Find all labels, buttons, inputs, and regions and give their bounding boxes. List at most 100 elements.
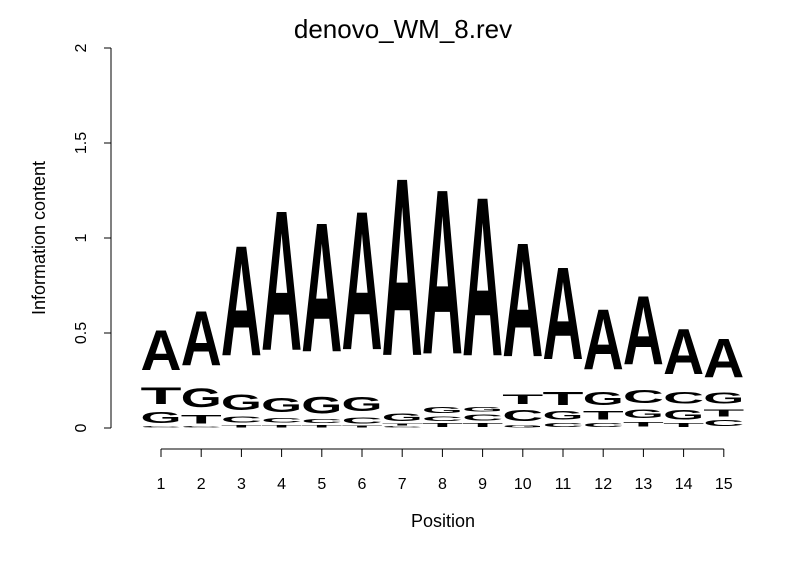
logo-letter-G: G [261, 394, 302, 416]
y-axis-label: Information content [29, 161, 49, 315]
logo-letter-A: A [181, 295, 222, 382]
x-tick-label: 1 [157, 476, 166, 493]
logo-letter-T: T [301, 424, 342, 428]
logo-letter-A: A [221, 214, 262, 390]
logo-letter-G: G [583, 388, 624, 409]
logo-letter-G: G [141, 410, 182, 427]
logo-letter-C: C [623, 386, 664, 407]
logo-letter-G: G [703, 390, 744, 407]
logo-letter-T: T [181, 413, 222, 426]
y-axis: 0 0.5 1 1.5 2 [73, 43, 112, 432]
x-tick-label: 3 [237, 476, 246, 493]
logo-letter-C: C [221, 415, 262, 425]
logo-letter-C: C [141, 426, 182, 428]
logo-letter-C: C [301, 419, 342, 425]
x-tick-label: 6 [358, 476, 367, 493]
x-axis: 1 2 3 4 5 6 7 8 9 10 11 12 13 14 15 [157, 448, 733, 493]
x-axis-label: Position [411, 511, 475, 531]
x-tick-label: 9 [478, 476, 487, 493]
x-tick-label: 10 [514, 476, 532, 493]
y-tick-label: 2 [73, 43, 90, 52]
logo-letter-C: C [543, 422, 584, 428]
logo-letter-T: T [141, 382, 182, 409]
logo-letter-A: A [502, 209, 543, 391]
chart-title: denovo_WM_8.rev [294, 14, 512, 44]
logo-letter-G: G [382, 411, 423, 423]
y-tick-label: 0.5 [73, 322, 90, 344]
logo-letter-G: G [221, 390, 262, 415]
logo-letter-A: A [583, 291, 624, 388]
logo-letter-C: C [502, 407, 543, 424]
logo-letter-T: T [663, 422, 704, 428]
logo-letter-C: C [703, 418, 744, 428]
logo-letter-T: T [382, 423, 423, 426]
logo-letter-A: A [663, 316, 704, 388]
logo-letter-C: C [422, 415, 463, 423]
logo-letter-G: G [623, 407, 664, 420]
logo-letter-G: G [181, 382, 222, 412]
x-tick-label: 5 [317, 476, 326, 493]
logo-letter-T: T [342, 425, 383, 428]
x-tick-label: 2 [197, 476, 206, 493]
logo-letter-A: A [382, 126, 423, 410]
logo-letter-G: G [301, 392, 342, 419]
logo-letter-G: G [462, 405, 503, 413]
y-tick-label: 1.5 [73, 132, 90, 154]
logo-letter-C: C [181, 426, 222, 428]
logo-letter-C: C [382, 426, 423, 428]
logo-letter-T: T [261, 424, 302, 428]
logo-letter-T: T [623, 421, 664, 429]
logo-letter-G: G [342, 393, 383, 415]
x-tick-label: 13 [635, 476, 653, 493]
logo-letter-T: T [502, 392, 544, 407]
logo-letter-A: A [261, 170, 302, 393]
logo-letter-A: A [462, 151, 503, 405]
x-tick-label: 4 [277, 476, 286, 493]
logo-letter-T: T [221, 424, 262, 428]
logo-letter-A: A [623, 276, 664, 386]
logo-letter-G: G [502, 424, 543, 428]
logo-letter-C: C [462, 413, 503, 423]
x-tick-label: 8 [438, 476, 447, 493]
x-tick-label: 7 [398, 476, 407, 493]
logo-letter-C: C [583, 422, 624, 428]
x-tick-label: 12 [594, 476, 612, 493]
x-tick-label: 14 [675, 476, 693, 493]
logo-letter-C: C [342, 416, 383, 426]
y-tick-label: 0 [73, 423, 90, 432]
logo-letter-G: G [663, 407, 704, 422]
logo-letter-T: T [543, 388, 584, 409]
logo-letter-T: T [422, 422, 463, 428]
logo-letter-A: A [422, 142, 463, 405]
logo-letter-T: T [583, 409, 624, 422]
logo-letter-C: C [261, 416, 302, 424]
logo-letter-A: A [301, 184, 342, 391]
y-tick-label: 1 [73, 233, 90, 242]
x-tick-label: 15 [715, 476, 733, 493]
logo-letter-A: A [703, 327, 744, 390]
logo-letter-A: A [342, 170, 383, 392]
logo-letter-G: G [543, 409, 584, 422]
logo-letter-A: A [141, 319, 182, 384]
logo-letter-A: A [543, 239, 584, 387]
logo-letter-T: T [462, 422, 503, 428]
logo-stacks: CGTACTGATCGATCGATCGATCGACTGATCGATCGAGCTA… [141, 126, 745, 428]
logo-letter-T: T [703, 407, 744, 418]
x-tick-label: 11 [555, 476, 572, 493]
